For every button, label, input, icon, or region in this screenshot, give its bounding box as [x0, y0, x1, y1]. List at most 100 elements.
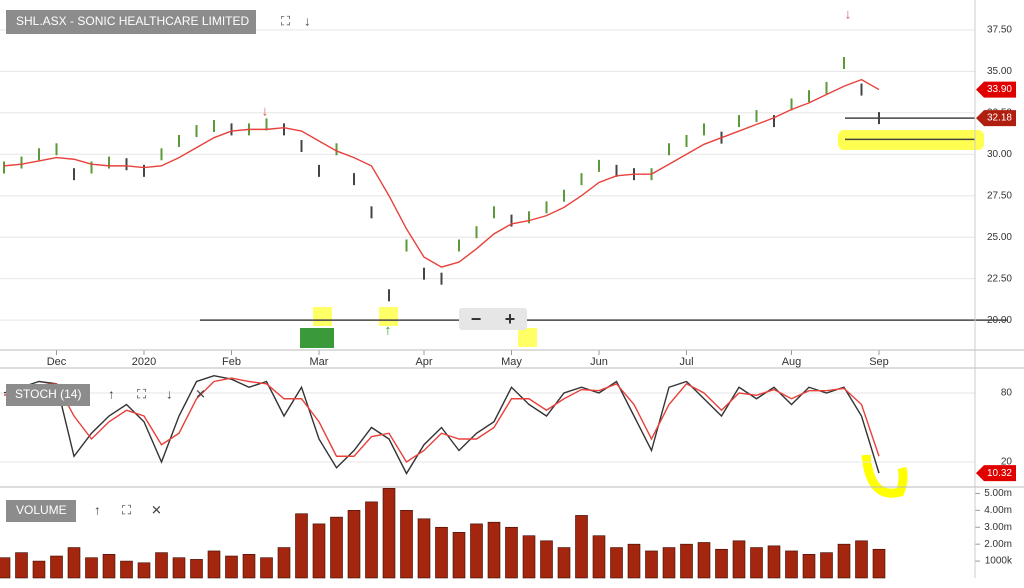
- price-bar: [703, 123, 705, 136]
- x-tick-label: Aug: [782, 356, 802, 368]
- last-value-label: 32.18: [987, 113, 1012, 124]
- volume-bar: [627, 543, 641, 579]
- volume-bar: [855, 540, 868, 579]
- price-bar: [580, 173, 583, 186]
- price-bar: [790, 98, 793, 111]
- y-tick-label: 5.00m: [984, 488, 1012, 499]
- volume-bar: [225, 555, 238, 579]
- price-bar: [615, 164, 618, 177]
- y-tick-label: 20: [1001, 457, 1013, 468]
- x-tick-label: 2020: [132, 356, 156, 368]
- note-icon[interactable]: [313, 307, 332, 326]
- volume-bar: [610, 547, 623, 579]
- volume-bar: [295, 513, 308, 579]
- volume-bar: [505, 526, 518, 579]
- volume-bar: [347, 510, 361, 579]
- fullscreen-button[interactable]: ⛶: [136, 386, 147, 401]
- volume-bar: [400, 510, 413, 579]
- price-bar: [265, 118, 268, 131]
- volume-bar: [645, 550, 658, 579]
- price-bar: [528, 211, 530, 224]
- price-bar: [73, 168, 75, 181]
- price-bar: [178, 134, 180, 147]
- price-bar: [3, 161, 5, 174]
- x-tick-label: Jun: [590, 356, 608, 368]
- price-bar: [510, 214, 513, 227]
- zoom-in[interactable]: +: [505, 309, 516, 329]
- volume-bar: [785, 550, 798, 579]
- buy-arrow: ↑: [385, 322, 392, 338]
- y-tick-label: 30.00: [987, 149, 1012, 160]
- price-bar: [300, 139, 303, 152]
- chart-title: SHL.ASX - SONIC HEALTHCARE LIMITED: [16, 14, 249, 28]
- x-tick-label: Sep: [869, 356, 889, 368]
- title-tag: [6, 500, 76, 522]
- price-bar: [475, 226, 478, 239]
- x-tick-label: Jul: [679, 356, 693, 368]
- volume-bar: [575, 515, 588, 579]
- price-bar: [563, 189, 565, 202]
- x-tick-label: Dec: [47, 356, 67, 368]
- volume-bar: [487, 521, 501, 579]
- volume-bar: [312, 523, 326, 579]
- volume-bar: [435, 526, 448, 579]
- price-bar: [598, 159, 600, 172]
- last-value-tag: [976, 81, 1016, 98]
- price-bar: [353, 173, 355, 186]
- note-icon[interactable]: [518, 328, 537, 347]
- price-bar: [405, 239, 408, 252]
- title-tag: [6, 384, 90, 406]
- price-bar: [843, 57, 845, 70]
- volume-bar: [767, 545, 781, 579]
- price-bar: [668, 143, 670, 156]
- price-bar: [90, 161, 93, 174]
- price-bar: [440, 272, 443, 285]
- price-bar: [318, 164, 320, 177]
- sell-arrow: ↓: [845, 6, 852, 22]
- volume-bar: [732, 540, 746, 579]
- y-tick-label: 2.00m: [984, 539, 1012, 550]
- close-button[interactable]: ✕: [195, 386, 206, 401]
- note-icon[interactable]: [379, 307, 398, 326]
- zoom-out[interactable]: −: [471, 309, 482, 329]
- volume-bar: [382, 488, 396, 579]
- volume-bar: [137, 562, 151, 579]
- price-bar: [55, 143, 58, 156]
- sell-arrow: ↓: [262, 103, 269, 119]
- volume-bar: [697, 542, 711, 579]
- close-button[interactable]: ✕: [151, 502, 162, 517]
- move-up-button[interactable]: ↑: [108, 386, 115, 401]
- price-bar: [160, 148, 163, 161]
- price-bar: [493, 206, 495, 219]
- price-bar: [773, 115, 775, 128]
- volume-bar: [50, 555, 63, 579]
- fullscreen-button[interactable]: ⛶: [121, 502, 132, 517]
- volume-bar: [452, 532, 466, 579]
- volume-bar: [750, 547, 763, 579]
- x-tick-label: Apr: [415, 356, 432, 368]
- move-down-button[interactable]: ↓: [166, 386, 173, 401]
- volume-bar: [0, 557, 11, 579]
- y-tick-label: 27.50: [987, 190, 1012, 201]
- fullscreen-button[interactable]: ⛶: [280, 13, 291, 28]
- volume-bar: [67, 547, 81, 579]
- y-tick-label: 25.00: [987, 232, 1012, 243]
- last-value-tag: [976, 110, 1016, 127]
- event-marker[interactable]: [300, 328, 334, 348]
- x-tick-label: May: [501, 356, 522, 368]
- price-bar: [545, 201, 548, 214]
- volume-bar: [522, 535, 536, 579]
- price-bar: [213, 120, 215, 133]
- volume-bar: [277, 547, 291, 579]
- move-up-button[interactable]: ↑: [94, 502, 101, 517]
- price-bar: [195, 125, 198, 138]
- volume-bar: [470, 523, 483, 579]
- title-tag: [6, 10, 256, 34]
- volume-bar: [540, 540, 553, 579]
- volume-bar: [85, 557, 98, 579]
- volume-bar: [242, 554, 256, 579]
- y-tick-label: 37.50: [987, 24, 1012, 35]
- line-series: [3, 377, 880, 463]
- move-down-button[interactable]: ↓: [304, 13, 311, 28]
